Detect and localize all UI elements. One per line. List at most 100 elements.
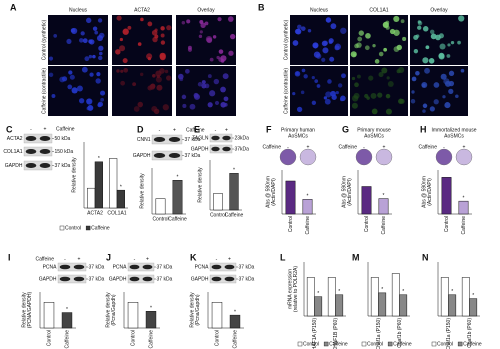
- blot-name: PCNA: [43, 264, 58, 270]
- panel-label: L: [280, 252, 286, 262]
- cell: [137, 101, 144, 108]
- cell: [410, 98, 416, 104]
- cell: [378, 72, 384, 78]
- x-tick-label: COL1A1: [107, 210, 126, 216]
- significance-mark: *: [472, 293, 474, 299]
- legend-swatch: [457, 341, 463, 347]
- bar: [441, 177, 452, 215]
- cell: [154, 34, 159, 39]
- cell: [365, 33, 371, 39]
- y-axis-label: (Actin/DAPI): [347, 178, 353, 206]
- cell: [300, 26, 306, 31]
- panel-label: I: [8, 252, 11, 262]
- legend-label: Caffeine: [91, 225, 110, 231]
- x-tick-label: Caffeine: [148, 330, 154, 349]
- cell: [123, 67, 129, 73]
- cell: [329, 56, 335, 62]
- band: [59, 264, 71, 270]
- column-header: COL1A1: [369, 7, 388, 13]
- bar: [213, 193, 223, 211]
- cell: [220, 86, 226, 93]
- blot-size: 37kDa: [235, 146, 250, 152]
- cell: [295, 71, 299, 76]
- legend-label: Caffeine: [329, 341, 348, 347]
- cell: [417, 25, 422, 30]
- cell: [413, 34, 419, 41]
- cell: [311, 75, 315, 80]
- cell: [133, 106, 140, 112]
- significance-mark: *: [338, 289, 340, 295]
- cell: [301, 68, 306, 73]
- cell: [156, 84, 163, 91]
- blot-size: 37 kDa: [55, 163, 71, 169]
- cell: [198, 34, 203, 39]
- blot-name: CNN1: [137, 137, 151, 143]
- lane-label: +: [383, 144, 386, 150]
- cell: [425, 45, 430, 50]
- cell: [76, 85, 83, 92]
- x-tick-label: Control: [130, 330, 136, 346]
- x-tick-label: CHAF1B (P60): [333, 318, 339, 349]
- row-label: Control (synthetic): [41, 19, 47, 60]
- cell: [330, 23, 337, 30]
- band: [25, 148, 37, 155]
- blot-name: TAGLN: [192, 135, 209, 141]
- cell: [213, 78, 220, 85]
- bar: [87, 187, 96, 209]
- band: [211, 264, 222, 270]
- cell: [162, 104, 169, 111]
- lane-label: -: [287, 144, 289, 150]
- cell: [292, 40, 299, 46]
- micrograph: [410, 66, 468, 116]
- band: [168, 152, 181, 159]
- x-tick-label: Control: [364, 216, 370, 232]
- cell: [440, 73, 447, 80]
- cell: [70, 28, 76, 33]
- y-axis-label: Relative density: [189, 292, 195, 328]
- band: [39, 135, 51, 142]
- band: [142, 276, 153, 282]
- cell: [207, 74, 212, 79]
- cell: [294, 28, 301, 35]
- cell: [86, 17, 92, 24]
- cell: [378, 51, 384, 57]
- cell: [204, 21, 209, 26]
- cell: [119, 37, 123, 42]
- cell: [88, 54, 93, 59]
- significance-mark: *: [402, 289, 404, 295]
- x-tick-label: Control: [152, 216, 168, 222]
- blot-name: ACTA2: [7, 136, 23, 142]
- x-tick-label: Caffeine: [168, 216, 187, 222]
- lane-label: -: [363, 144, 365, 150]
- y-axis-label: Relative density: [197, 167, 203, 203]
- lane-label: -: [216, 256, 218, 262]
- cell: [292, 92, 296, 96]
- well: [279, 148, 297, 166]
- cell: [350, 51, 357, 58]
- y-axis-label: Relative density: [139, 173, 145, 209]
- bar: [306, 277, 315, 317]
- panel-label: A: [10, 2, 17, 12]
- blot-name: PCNA: [195, 264, 210, 270]
- bar: [229, 314, 241, 329]
- cell: [212, 35, 217, 39]
- legend-swatch: [85, 225, 91, 231]
- y-axis-label: (PCNA/GAPDH): [27, 291, 33, 328]
- cell: [364, 93, 369, 99]
- band: [73, 276, 85, 282]
- bar: [314, 296, 323, 317]
- bar: [43, 302, 55, 329]
- significance-mark: *: [463, 195, 465, 201]
- cell: [86, 98, 92, 104]
- cell: [116, 69, 120, 73]
- cell: [435, 34, 441, 41]
- cell: [460, 68, 465, 73]
- cell: [411, 76, 417, 82]
- cell: [377, 92, 383, 98]
- lane-label: +: [44, 126, 47, 132]
- blot-name: GAPDH: [133, 153, 151, 159]
- cell: [68, 70, 73, 75]
- band: [222, 135, 231, 141]
- cell: [160, 33, 165, 38]
- cell: [433, 82, 440, 88]
